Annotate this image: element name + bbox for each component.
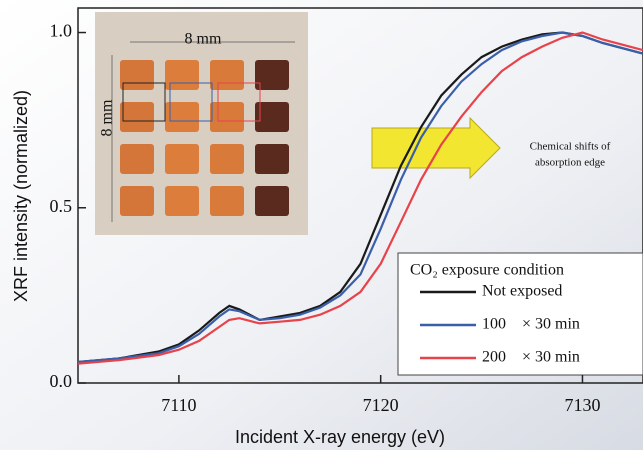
sample-tile — [255, 186, 289, 216]
sample-tile — [165, 186, 199, 216]
y-tick-label: 0.5 — [50, 196, 73, 216]
y-tick-label: 1.0 — [50, 21, 73, 41]
sample-tile — [255, 144, 289, 174]
inset-label: 8 mm — [185, 31, 222, 48]
sample-tile — [210, 102, 244, 132]
annotation: absorption edge — [535, 157, 605, 169]
x-axis-label: Incident X-ray energy (eV) — [235, 427, 445, 447]
sample-tile — [210, 186, 244, 216]
legend-label: 200 × 30 min — [482, 349, 580, 366]
sample-tile — [165, 144, 199, 174]
sample-tile — [120, 144, 154, 174]
sample-tile — [120, 102, 154, 132]
x-tick-label: 7120 — [363, 395, 399, 415]
chart: Incident X-ray energy (eV) XRF intensity… — [0, 0, 643, 450]
legend-label: Not exposed — [482, 283, 562, 300]
y-axis-label: XRF intensity (normalized) — [11, 90, 31, 302]
legend-label: 100 × 30 min — [482, 316, 580, 333]
inset-label: 8 mm — [99, 99, 116, 136]
sample-tile — [210, 144, 244, 174]
x-tick-label: 7130 — [564, 395, 600, 415]
sample-tile — [120, 186, 154, 216]
x-tick-label: 7110 — [161, 395, 196, 415]
annotation: Chemical shifts of — [530, 141, 611, 153]
sample-tile — [210, 60, 244, 90]
sample-tile — [120, 60, 154, 90]
y-tick-label: 0.0 — [50, 371, 73, 391]
legend-title: CO₂ exposure condition — [410, 262, 564, 279]
